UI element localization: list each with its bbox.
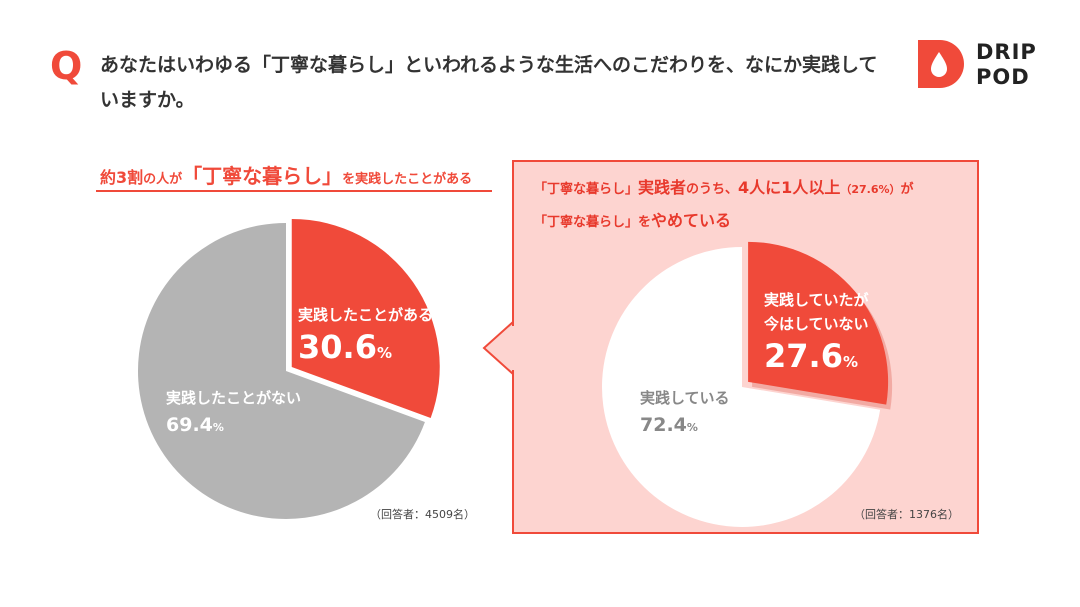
logo-line-1: DRIP	[976, 40, 1037, 64]
slice-value-number-never-practiced: 69.4	[166, 414, 213, 436]
slice-value-practiced: 30.6%	[298, 327, 433, 373]
callout-pointer	[482, 319, 514, 377]
slice-label-practicing: 実践している 72.4%	[640, 386, 730, 443]
right-headline-part-3: のうち、	[686, 182, 739, 197]
left-headline-part-3: 「丁寧な暮らし」	[182, 164, 343, 188]
right-headline-line-1: 「丁寧な暮らし」実践者のうち、4人に1人以上（27.6%）が	[534, 172, 974, 205]
slice-category-stopped-line-1: 実践していたが	[764, 291, 869, 309]
question-text: あなたはいわゆる「丁寧な暮らし」といわれるような生活へのこだわりを、なにか実践し…	[100, 54, 878, 111]
right-headline-part-4: 4人に1人以上	[738, 178, 841, 197]
pie-slice-stopped	[748, 241, 889, 405]
left-headline-part-1: 約3割	[100, 168, 144, 187]
slice-category-stopped-line-2: 今はしていない	[764, 315, 869, 333]
right-headline-part-8: を	[638, 215, 652, 230]
pie-slice-practicing	[602, 247, 881, 527]
slice-value-practicing: 72.4%	[640, 410, 730, 443]
right-headline-part-5: （27.6%）	[840, 183, 901, 196]
pie-slice-never-practiced	[137, 223, 425, 519]
logo-line-2: POD	[976, 65, 1030, 89]
slice-unit-practiced: %	[376, 344, 392, 362]
slice-unit-practicing: %	[686, 421, 698, 434]
slice-label-stopped: 実践していたが 今はしていない 27.6%	[764, 288, 869, 382]
pie-chart-right	[602, 241, 893, 527]
drip-pod-logo	[918, 40, 964, 88]
drop-icon	[931, 52, 947, 77]
question-mark: Q	[50, 44, 83, 88]
right-headline-part-2: 実践者	[638, 178, 687, 197]
slice-category-never-practiced: 実践したことがない	[166, 389, 302, 407]
right-headline-part-6: が	[900, 182, 914, 197]
slice-label-never-practiced: 実践したことがない 69.4%	[166, 386, 301, 443]
slice-value-number-practicing: 72.4	[640, 414, 687, 436]
slice-value-never-practiced: 69.4%	[166, 410, 301, 443]
slice-value-number-stopped: 27.6	[764, 337, 843, 375]
right-headline-part-1: 「丁寧な暮らし」	[534, 182, 639, 197]
slice-category-practicing: 実践している	[640, 389, 730, 407]
right-headline-line-2: 「丁寧な暮らし」をやめている	[534, 205, 974, 238]
slice-unit-stopped: %	[842, 353, 858, 371]
right-headline-part-9: やめている	[651, 211, 732, 230]
logo-text: DRIP POD	[976, 40, 1037, 90]
callout-pointer-cover	[511, 326, 515, 370]
left-headline-rule	[96, 190, 492, 192]
slice-label-practiced: 実践したことがある 30.6%	[298, 303, 433, 373]
left-headline-part-2: の人が	[143, 172, 183, 187]
right-headline-part-7: 「丁寧な暮らし」	[534, 215, 639, 230]
slice-unit-never-practiced: %	[212, 421, 224, 434]
pie-chart-left	[137, 218, 440, 519]
slice-value-stopped: 27.6%	[764, 336, 869, 382]
left-headline: 約3割の人が「丁寧な暮らし」を実践したことがある	[100, 160, 492, 189]
slice-value-number-practiced: 30.6	[298, 328, 377, 366]
slice-category-practiced: 実践したことがある	[298, 306, 434, 324]
left-respondent-count: （回答者：4509名）	[370, 508, 475, 521]
right-respondent-count: （回答者：1376名）	[854, 508, 959, 521]
left-headline-part-4: を実践したことがある	[342, 172, 473, 187]
pie-slice-practiced	[291, 218, 440, 418]
right-headline: 「丁寧な暮らし」実践者のうち、4人に1人以上（27.6%）が 「丁寧な暮らし」を…	[534, 172, 974, 238]
